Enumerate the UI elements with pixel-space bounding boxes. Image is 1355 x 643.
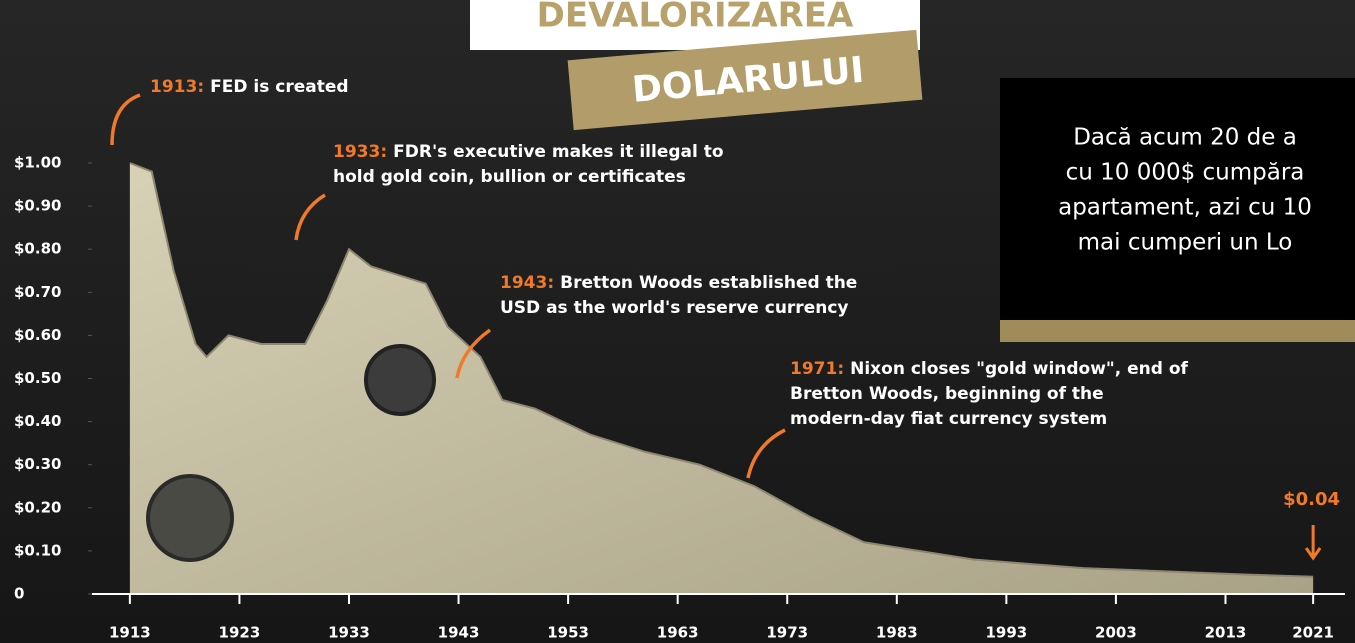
x-tick-label: 1913 xyxy=(109,624,151,642)
annotation: 1971: Nixon closes "gold window", end of xyxy=(790,359,1189,379)
y-tick-label: $1.00 xyxy=(14,154,61,172)
y-tick-label: 0 xyxy=(14,585,24,603)
annotation-year: 1943: xyxy=(500,273,554,293)
annotation-text: Nixon closes "gold window", end of xyxy=(850,359,1188,379)
x-tick-label: 2003 xyxy=(1095,624,1137,642)
note-strip xyxy=(1000,320,1355,342)
annotation-text: Bretton Woods, beginning of the xyxy=(790,384,1104,404)
y-tick-label: $0.20 xyxy=(14,498,61,516)
annotation-year: 1971: xyxy=(790,359,844,379)
y-tick-label: $0.90 xyxy=(14,197,61,215)
annotation-text: FDR's executive makes it illegal to xyxy=(393,142,723,162)
annotation-text: USD as the world's reserve currency xyxy=(500,298,848,318)
x-tick-label: 1963 xyxy=(657,624,699,642)
x-tick-label: 1953 xyxy=(547,624,589,642)
y-tick-label: $0.40 xyxy=(14,412,61,430)
chart-title: DEVALORIZAREA xyxy=(537,0,854,36)
y-tick-label: $0.10 xyxy=(14,541,61,559)
x-tick-label: 1993 xyxy=(985,624,1027,642)
note-line: mai cumperi un Lo xyxy=(1078,230,1293,256)
x-tick-label: 1933 xyxy=(328,624,370,642)
annotation-text: FED is created xyxy=(210,77,348,97)
annotation: 1943: Bretton Woods established the xyxy=(500,273,857,293)
bill-one xyxy=(148,476,232,560)
x-tick-label: 1973 xyxy=(766,624,808,642)
x-tick-label: 1923 xyxy=(219,624,261,642)
annotation-year: 1933: xyxy=(333,142,387,162)
annotation: 1913: FED is created xyxy=(150,77,349,97)
end-label: $0.04 xyxy=(1283,489,1340,510)
x-tick-label: 2021 xyxy=(1292,624,1334,642)
x-tick-label: 1943 xyxy=(438,624,480,642)
y-tick-label: $0.50 xyxy=(14,369,61,387)
x-tick-label: 2013 xyxy=(1205,624,1247,642)
note-line: Dacă acum 20 de a xyxy=(1073,125,1297,151)
annotation-text: hold gold coin, bullion or certificates xyxy=(333,167,686,187)
note-line: apartament, azi cu 10 xyxy=(1058,195,1312,221)
y-tick-label: $0.70 xyxy=(14,283,61,301)
note-line: cu 10 000$ cumpăra xyxy=(1066,160,1305,186)
chart: 0 $0.10 $0.20 $0.30 $0.40 $0.50 $0.60 $0.70 $0.8… xyxy=(0,0,1355,643)
annotation-text: Bretton Woods established the xyxy=(560,273,857,293)
y-tick-label: $0.60 xyxy=(14,326,61,344)
x-tick-label: 1983 xyxy=(876,624,918,642)
bill-seal xyxy=(366,346,434,414)
y-tick-label: $0.30 xyxy=(14,455,61,473)
annotation-text: modern-day fiat currency system xyxy=(790,409,1107,429)
y-tick-label: $0.80 xyxy=(14,240,61,258)
annotation-year: 1913: xyxy=(150,77,204,97)
